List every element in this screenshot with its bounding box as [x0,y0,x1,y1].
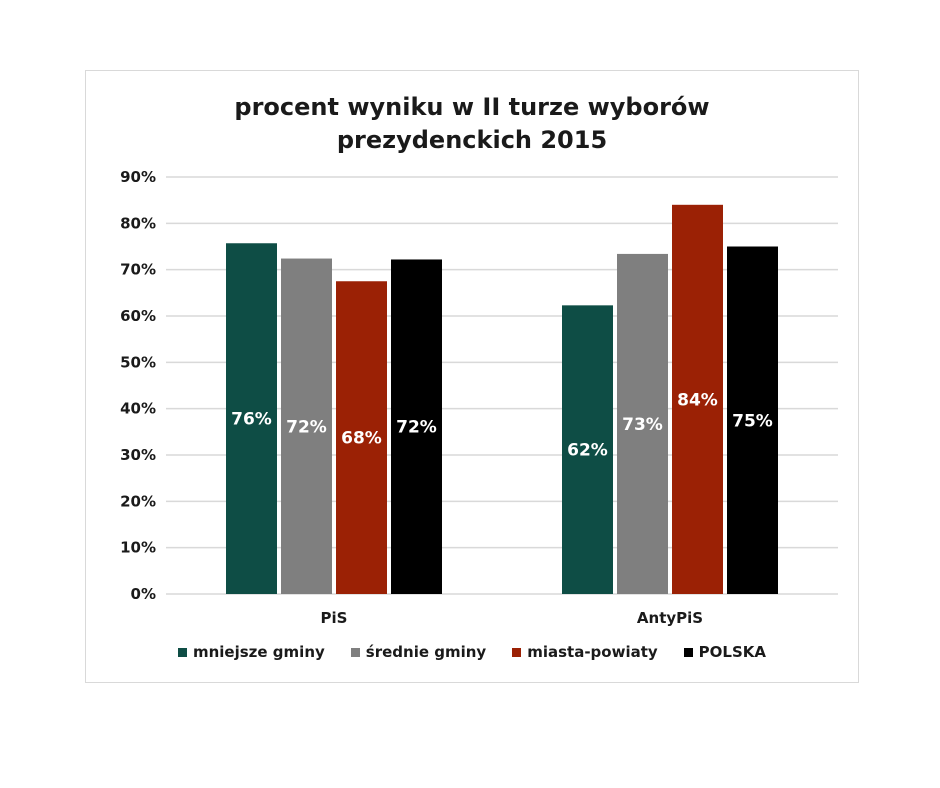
data-label: 73% [622,415,663,435]
chart-title-line-2: prezydenckich 2015 [336,126,608,154]
chart-plot: 0% 10% 20% 30% 40% 50% 60% 70% 80% 90% 76% 72% 68% 72… [120,168,838,627]
legend-swatch [683,647,693,657]
legend-item: miasta-powiaty [512,643,658,661]
chart-title: procent wyniku w II turze wyborów prezyd… [86,91,858,157]
chart-legend: mniejsze gminy średnie gminy miasta-powiat… [86,643,858,661]
bar [226,243,277,595]
y-tick-label: 80% [120,214,156,232]
y-tick-label: 60% [120,307,156,325]
data-label: 62% [567,441,608,461]
data-label: 84% [677,390,718,410]
y-tick-label: 30% [120,446,156,464]
bar [727,246,778,594]
data-label: 72% [286,417,327,437]
legend-label: mniejsze gminy [192,643,325,661]
legend-label: miasta-powiaty [527,643,658,661]
legend-label: średnie gminy [365,643,487,661]
bar [617,253,668,594]
y-tick-label: 90% [120,168,156,186]
legend-swatch [177,647,187,657]
x-tick-label: PiS [321,609,348,627]
y-tick-label: 0% [131,585,156,603]
bar [562,305,613,594]
data-label: 68% [341,429,382,449]
legend-label: POLSKA [698,643,766,661]
y-tick-label: 40% [120,400,156,418]
chart-title-line-1: procent wyniku w II turze wyborów [234,93,710,121]
bar [672,204,723,595]
x-tick-label: AntyPiS [637,609,703,627]
bar [391,259,442,594]
legend-item: mniejsze gminy [177,643,325,661]
y-tick-label: 10% [120,539,156,557]
legend-item: POLSKA [683,643,766,661]
legend-item: średnie gminy [350,643,487,661]
y-tick-label: 70% [120,261,156,279]
chart-frame: procent wyniku w II turze wyborów prezyd… [85,70,859,683]
y-tick-label: 20% [120,492,156,510]
y-tick-label: 50% [120,353,156,371]
data-label: 72% [396,418,437,438]
data-label: 76% [231,410,272,430]
bar [336,281,387,594]
legend-swatch [512,647,522,657]
data-label: 75% [732,411,773,431]
bar [281,258,332,594]
legend-swatch [350,647,360,657]
